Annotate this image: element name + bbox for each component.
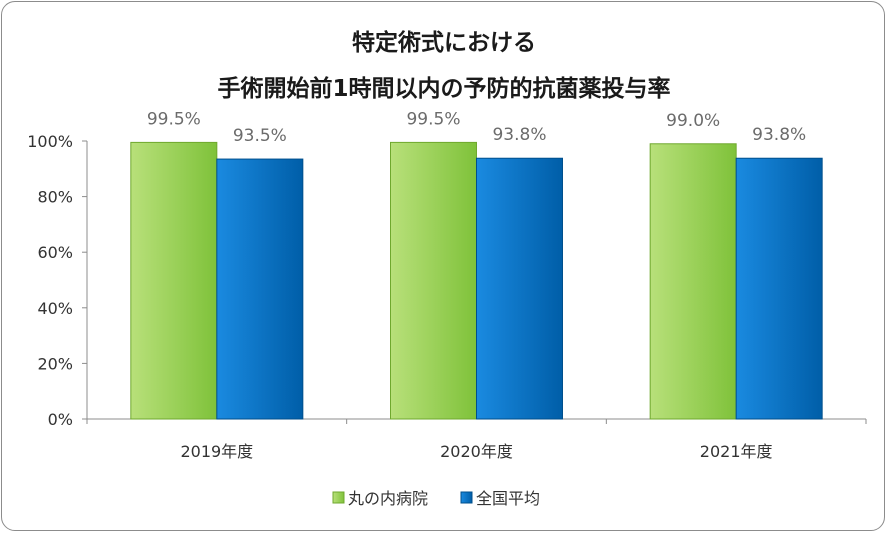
x-tick-label: 2020年度 bbox=[440, 442, 513, 461]
bar-hospital-1 bbox=[390, 141, 477, 420]
data-label: 93.5% bbox=[233, 126, 287, 146]
chart-subtitle: 手術開始前1時間以内の予防的抗菌薬投与率 bbox=[217, 75, 670, 102]
data-label: 93.8% bbox=[752, 125, 806, 145]
y-tick-label: 40% bbox=[37, 299, 73, 318]
bar-hospital-2 bbox=[649, 143, 737, 420]
bar-national-1 bbox=[476, 157, 563, 420]
y-tick-label: 60% bbox=[37, 243, 73, 262]
y-tick-label: 0% bbox=[48, 410, 73, 429]
y-tick-label: 20% bbox=[37, 354, 73, 373]
data-label: 99.5% bbox=[147, 109, 201, 129]
data-label: 99.0% bbox=[666, 111, 720, 131]
legend-label: 丸の内病院 bbox=[348, 489, 428, 508]
data-label: 99.5% bbox=[406, 109, 460, 129]
legend: 丸の内病院 全国平均 bbox=[332, 489, 540, 508]
bar-national-0 bbox=[216, 158, 304, 420]
legend-label: 全国平均 bbox=[476, 489, 540, 508]
plot-area: 0% 20% 40% 60% 80% 100% 2019年度 99.5% 93.5% 2020年度… bbox=[27, 109, 867, 461]
legend-swatch-hospital bbox=[332, 491, 345, 504]
data-label: 93.8% bbox=[492, 125, 546, 145]
y-tick-label: 80% bbox=[37, 188, 73, 207]
legend-swatch-national bbox=[460, 491, 473, 504]
chart-title: 特定術式における bbox=[352, 29, 536, 56]
x-tick-label: 2021年度 bbox=[700, 442, 773, 461]
bar-hospital-0 bbox=[130, 141, 218, 420]
bar-national-2 bbox=[735, 157, 823, 420]
y-tick-label: 100% bbox=[27, 132, 73, 151]
x-tick-label: 2019年度 bbox=[180, 442, 253, 461]
